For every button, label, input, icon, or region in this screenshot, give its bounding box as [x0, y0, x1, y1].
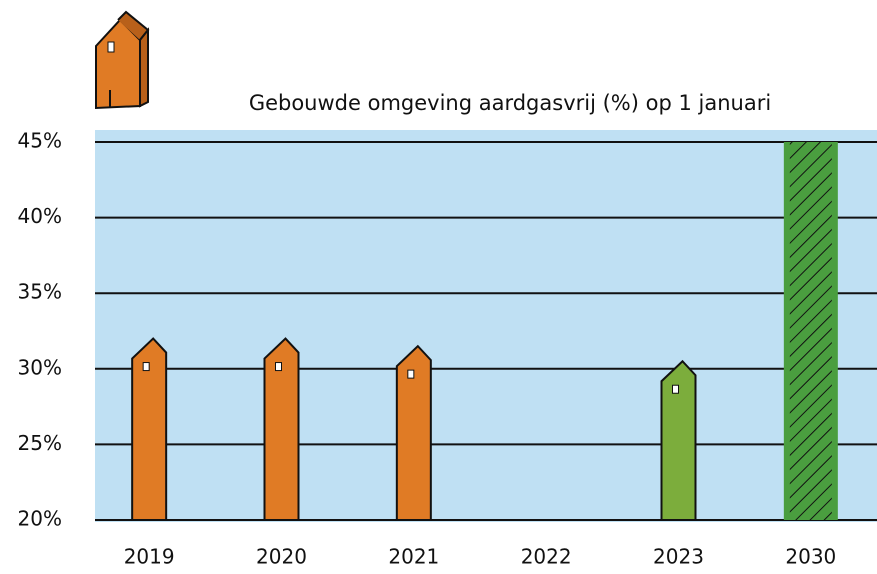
x-tick-label: 2030: [785, 545, 836, 569]
x-tick-label: 2019: [124, 545, 175, 569]
plot-background: [95, 130, 877, 522]
chart: Gebouwde omgeving aardgasvrij (%) op 1 j…: [0, 0, 877, 574]
window: [673, 385, 679, 393]
window: [408, 370, 414, 378]
y-tick-label: 35%: [18, 280, 62, 304]
x-tick-label: 2022: [521, 545, 572, 569]
x-tick-label: 2021: [388, 545, 439, 569]
y-tick-label: 25%: [18, 431, 62, 455]
y-tick-label: 30%: [18, 355, 62, 379]
bar-hatch: [790, 142, 832, 520]
y-tick-label: 20%: [18, 507, 62, 531]
chart-title: Gebouwde omgeving aardgasvrij (%) op 1 j…: [249, 91, 771, 115]
y-tick-label: 40%: [18, 204, 62, 228]
x-tick-label: 2020: [256, 545, 307, 569]
y-tick-label: 45%: [18, 129, 62, 153]
window: [276, 363, 282, 371]
window: [143, 363, 149, 371]
x-tick-label: 2023: [653, 545, 704, 569]
house-icon: [96, 12, 148, 108]
